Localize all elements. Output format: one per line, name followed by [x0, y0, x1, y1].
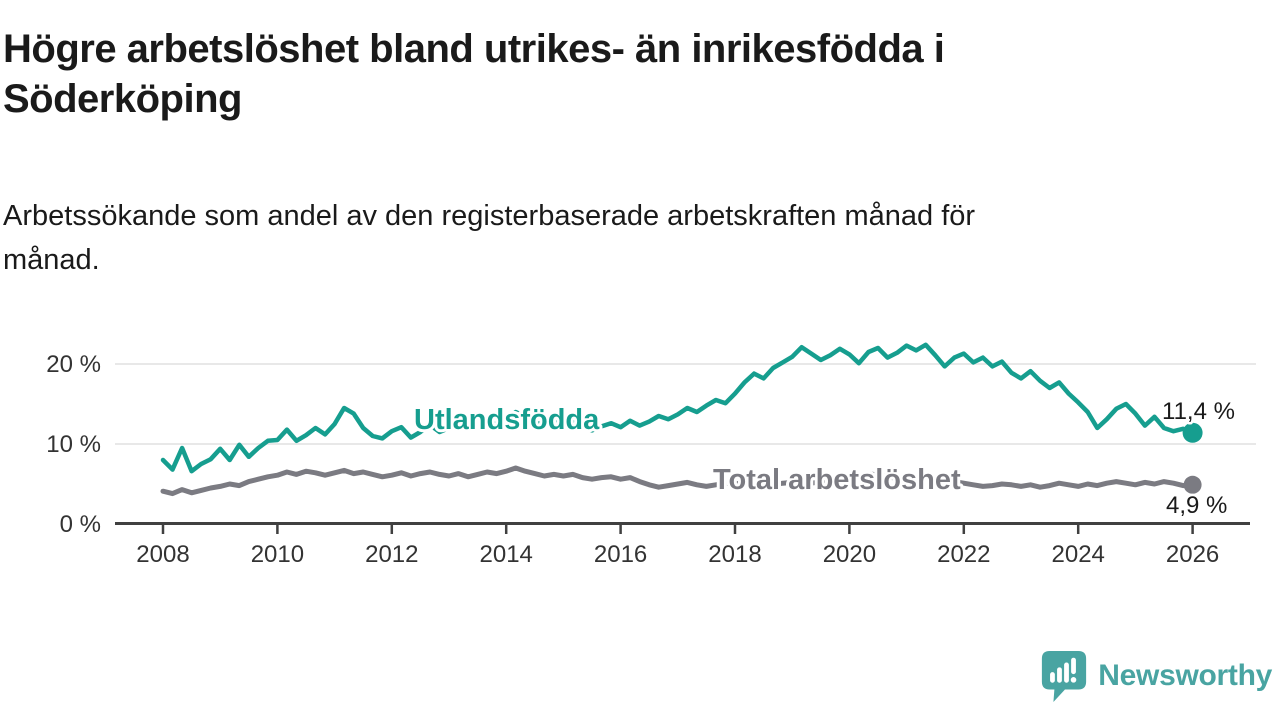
utlandsfodda-end-value-label: 11,4 %	[1162, 398, 1235, 425]
gridlines	[115, 363, 1256, 445]
x-tick-label: 2008	[136, 541, 189, 568]
chart-subtitle-line-2: månad.	[3, 244, 100, 276]
y-tick-label: 20 %	[46, 351, 101, 378]
newsworthy-logo-text: Newsworthy	[1098, 659, 1272, 692]
x-tick-label: 2012	[365, 541, 418, 568]
x-tick-label: 2020	[823, 541, 876, 568]
x-tick-label: 2026	[1166, 541, 1219, 568]
x-tick-label: 2018	[708, 541, 761, 568]
y-axis-labels: 0 % 10 % 20 %	[46, 351, 101, 538]
x-tick-label: 2014	[480, 541, 533, 568]
chart-title-line-2: Söderköping	[3, 77, 242, 121]
y-tick-label: 0 %	[60, 511, 101, 538]
newsworthy-logo-icon	[1042, 651, 1087, 702]
x-axis-labels: 2008 2010 2012 2014 2016 2018 2020 2022 2024 2026	[136, 541, 1219, 568]
chart-title: Högre arbetslöshet bland utrikes- än inr…	[3, 24, 1173, 124]
chart-title-line-1: Högre arbetslöshet bland utrikes- än inr…	[3, 27, 945, 71]
x-tick-label: 2024	[1052, 541, 1105, 568]
total-arbetsloshet-series-label: Total arbetslöshet	[713, 464, 961, 496]
newsworthy-branding: Newsworthy	[1039, 646, 1272, 706]
utlandsfodda-series-label: Utlandsfödda	[414, 404, 600, 436]
x-tick-label: 2022	[937, 541, 990, 568]
total-arbetsloshet-end-value-label: 4,9 %	[1166, 492, 1227, 519]
total-arbetsloshet-end-dot	[1183, 475, 1202, 494]
utlandsfodda-line	[160, 342, 1195, 474]
y-tick-label: 10 %	[46, 431, 101, 458]
x-tick-label: 2016	[594, 541, 647, 568]
x-tick-label: 2010	[251, 541, 304, 568]
x-axis-ticks	[161, 523, 1194, 534]
utlandsfodda-end-dot	[1182, 422, 1203, 443]
chart-subtitle-line-1: Arbetssökande som andel av den registerb…	[3, 200, 976, 232]
total-arbetsloshet-line	[160, 465, 1196, 497]
chart-subtitle: Arbetssökande som andel av den registerb…	[3, 194, 1183, 282]
